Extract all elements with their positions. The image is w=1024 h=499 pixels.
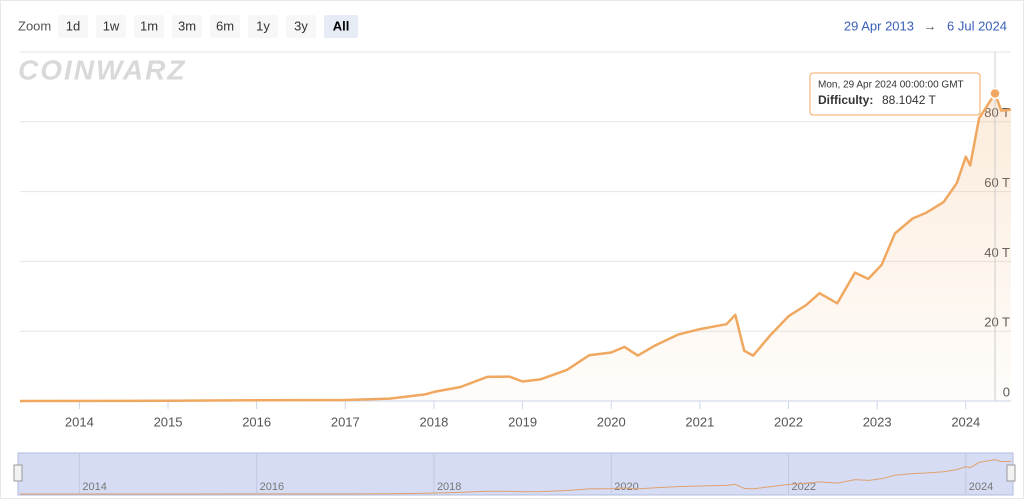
x-tick-label: 2020 xyxy=(597,414,626,429)
zoom-button[interactable] xyxy=(324,15,358,38)
line xyxy=(19,92,1012,403)
navigator-handle[interactable] xyxy=(13,464,23,482)
tooltip-value: 88.1042 T xyxy=(882,93,936,107)
zoom-button-label[interactable]: 1m xyxy=(140,18,158,33)
zoom-button[interactable] xyxy=(96,15,126,38)
range-to[interactable]: 6 Jul 2024 xyxy=(947,18,1007,33)
navigator-label: 2016 xyxy=(260,481,284,493)
navigator xyxy=(17,452,1014,496)
x-tick-label: 2014 xyxy=(65,414,94,429)
navigator-label: 2024 xyxy=(969,481,993,493)
x-tick-label: 2016 xyxy=(242,414,271,429)
tooltip-box xyxy=(809,72,981,116)
x-tick-label: 2015 xyxy=(154,414,183,429)
zoom-button-label[interactable]: 6m xyxy=(216,18,234,33)
x-tick-label: 2023 xyxy=(863,414,892,429)
x-tick-label: 2021 xyxy=(685,414,714,429)
x-tick-label: 2019 xyxy=(508,414,537,429)
watermark: COINWARZ xyxy=(18,54,186,85)
zoom-button[interactable] xyxy=(172,15,202,38)
range-arrow: → xyxy=(924,18,937,33)
navigator-label: 2020 xyxy=(614,481,638,493)
x-tick-label: 2017 xyxy=(331,414,360,429)
zoom-button[interactable] xyxy=(210,15,240,38)
x-tick-label: 2022 xyxy=(774,414,803,429)
navigator-line xyxy=(20,459,1012,495)
tooltip-date: Mon, 29 Apr 2024 00:00:00 GMT xyxy=(818,80,964,91)
navigator-label: 2018 xyxy=(437,481,461,493)
zoom-button-label[interactable]: 3y xyxy=(294,18,308,33)
zoom-label: Zoom xyxy=(18,18,51,33)
zoom-button-label[interactable]: 1d xyxy=(66,18,80,33)
zoom-button[interactable] xyxy=(58,15,88,38)
x-tick-label: 2024 xyxy=(951,414,980,429)
zoom-button[interactable] xyxy=(286,15,316,38)
x-tick-label: 2018 xyxy=(419,414,448,429)
zoom-button-label[interactable]: 1w xyxy=(103,18,120,33)
zoom-button[interactable] xyxy=(134,15,164,38)
zoom-button[interactable] xyxy=(248,15,278,38)
navigator-handle[interactable] xyxy=(1006,464,1016,482)
navigator-label: 2014 xyxy=(82,481,106,493)
range-from[interactable]: 29 Apr 2013 xyxy=(844,18,914,33)
zoom-button-label[interactable]: 1y xyxy=(256,18,270,33)
zoom-button-label[interactable]: All xyxy=(333,18,350,33)
zoom-button-label[interactable]: 3m xyxy=(178,18,196,33)
tooltip-marker xyxy=(989,87,1001,100)
area xyxy=(20,93,1011,401)
tooltip-label: Difficulty: xyxy=(818,93,873,107)
